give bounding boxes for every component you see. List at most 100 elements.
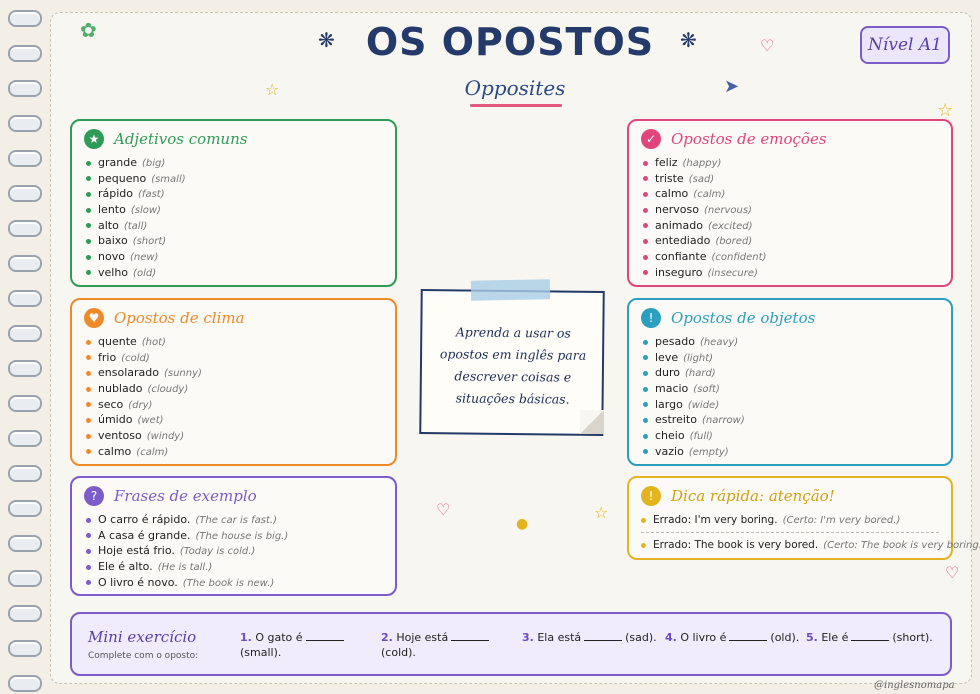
word-pt: lento [98,203,126,217]
card-title: Opostos de clima [114,309,245,327]
word-pt: ensolarado [98,366,159,380]
bullet-dot [641,517,646,523]
binder-ring [8,360,42,377]
exercise-number: 1. [240,631,252,644]
answer-blank[interactable] [851,640,890,641]
word-list: quente (hot) frio (cold) ensolarado (sunny) nu… [86,334,202,460]
list-item: ventoso (windy) [86,428,202,444]
note-text: Aprenda a usar os opostos em inglês para… [439,324,587,407]
card-title: Frases de exemplo [114,487,257,505]
word-en: (nervous) [703,205,752,217]
note-fold [580,410,604,434]
word-pt: baixo [98,234,128,248]
paper-plane-icon: ➤ [724,76,740,97]
card-title: Dica rápida: atenção! [671,487,835,505]
exercise-hint: (cold). [381,646,416,659]
word-en: (sunny) [163,368,202,380]
word-list: pesado (heavy) leve (light) duro (hard) macio (… [643,334,745,460]
word-pt: inseguro [655,265,703,279]
heart-icon: ♡ [945,563,960,582]
word-pt: cheio [655,429,685,443]
word-en: (new) [129,252,159,264]
word-pt: O carro é rápido. [98,513,191,526]
bullet-dot [86,223,91,229]
list-item: velho (old) [86,265,186,281]
bullet-dot [643,339,648,345]
binder-ring [8,675,42,692]
list-item: confiante (confident) [643,249,766,265]
list-item: vazio (empty) [643,444,745,460]
sentence-list: O carro é rápido. (The car is fast.) A cas… [86,512,288,590]
star-icon: ★ [84,129,104,149]
word-pt: Ele é alto. [98,560,153,574]
card-header: ♥ Opostos de clima [84,308,245,328]
sparkle-icon: ❋ [318,28,335,52]
tip-wrong: Errado: I'm very boring. [653,514,778,526]
word-pt: novo [98,250,125,264]
answer-blank[interactable] [305,640,344,641]
card-title: Opostos de emoções [671,130,827,148]
binder-ring [8,500,42,517]
word-pt: rápido [98,187,134,201]
bullet-dot [86,548,91,554]
list-item: O livro é novo. (The book is new.) [86,575,288,591]
answer-blank[interactable] [451,640,490,641]
bullet-dot [86,191,91,197]
binder-ring [8,290,42,307]
word-pt: feliz [655,156,678,169]
word-pt: calmo [98,444,132,458]
word-pt: ventoso [98,429,142,443]
card-objetos: ! Opostos de objetos pesado (heavy) leve (l… [627,298,953,466]
binder-ring [8,535,42,552]
list-item: alto (tall) [86,218,186,234]
list-item: nublado (cloudy) [86,381,202,397]
word-en: (heavy) [699,337,739,348]
binder-ring [8,255,42,272]
bullet-dot [86,238,91,244]
binder-ring [8,430,42,447]
bullet-dot [86,270,91,276]
word-pt: pesado [655,335,695,348]
bullet-dot [86,580,91,586]
list-item: A casa é grande. (The house is big.) [86,528,288,544]
bullet-dot [643,417,648,423]
word-en: (sad) [688,173,715,185]
word-pt: nublado [98,382,143,396]
lightbulb-icon: ● [516,516,529,532]
binder-ring [8,10,42,27]
card-clima: ♥ Opostos de clima quente (hot) frio (cold)… [70,298,397,466]
word-en: (bored) [715,236,753,248]
exercise-number: 4. [665,631,677,644]
answer-blank[interactable] [584,640,623,641]
exercise-hint: (small). [240,646,282,659]
word-en: (light) [683,352,714,364]
answer-blank[interactable] [729,640,768,641]
exercise-item: 4. O livro é (old). [665,630,805,645]
list-item: lento (slow) [86,202,186,218]
word-en: (small) [151,173,186,185]
bullet-dot [86,517,91,523]
exercise-hint: (old). [770,631,800,644]
list-item: animado (excited) [643,218,766,234]
word-pt: confiante [655,250,707,264]
list-item: seco (dry) [86,397,202,413]
word-en: (big) [141,158,166,169]
list-item: novo (new) [86,249,186,265]
word-pt: úmido [98,413,133,427]
word-pt: alto [98,218,119,232]
bullet-dot [86,254,91,260]
list-item: Hoje está frio. (Today is cold.) [86,543,288,559]
list-item: pesado (heavy) [643,334,745,350]
word-en: (wide) [687,399,720,411]
binder-ring [8,570,42,587]
binder-ring [8,325,42,342]
list-item: calmo (calm) [643,186,766,202]
exclamation-icon: ! [641,308,661,328]
bullet-dot [643,270,648,276]
word-en: (windy) [146,431,185,443]
heart-icon: ♡ [436,500,451,519]
list-item: estreito (narrow) [643,412,745,428]
bullet-dot [643,238,648,244]
bullet-dot [86,207,91,213]
word-en: (insecure) [707,267,758,279]
